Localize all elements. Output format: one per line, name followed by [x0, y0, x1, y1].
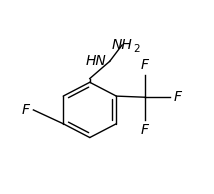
Text: 2: 2 [133, 44, 140, 54]
Text: HN: HN [86, 54, 106, 68]
Text: F: F [174, 90, 181, 104]
Text: F: F [141, 123, 149, 137]
Text: F: F [22, 103, 30, 117]
Text: NH: NH [112, 38, 132, 52]
Text: F: F [141, 58, 149, 72]
